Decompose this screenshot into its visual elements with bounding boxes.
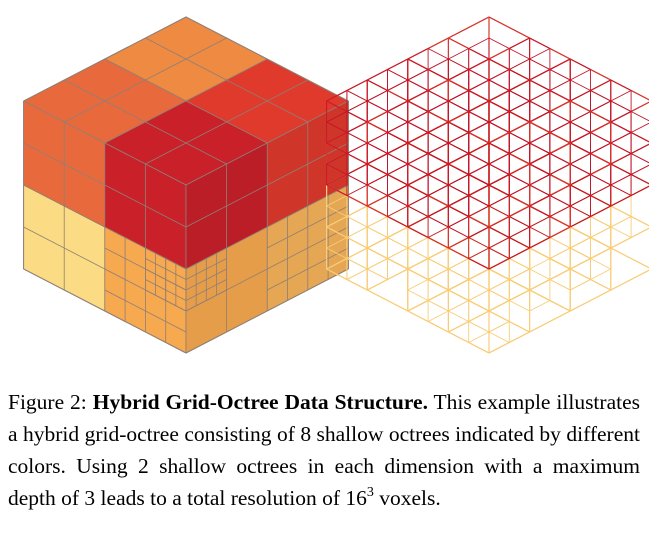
wire-cell (489, 59, 649, 227)
figure-illustration (0, 0, 649, 372)
wire-cell (509, 38, 550, 80)
figure-caption: Figure 2: Hybrid Grid-Octree Data Struct… (8, 386, 640, 514)
solid-octree-cube (24, 17, 349, 353)
wire-cell (570, 164, 649, 248)
figure-svg (0, 0, 649, 372)
caption-exponent: 3 (367, 485, 374, 500)
wire-cell (408, 133, 449, 175)
wire-cell (469, 311, 510, 353)
wire-cell (388, 101, 429, 143)
wire-cell (469, 164, 510, 206)
wireframe-octree-cube (327, 17, 649, 353)
wire-cell (611, 112, 649, 154)
wire-cell (489, 143, 649, 311)
wire-cell (570, 80, 649, 164)
wire-cell (570, 206, 649, 290)
wire-cell (469, 227, 510, 269)
wire-cell (570, 122, 649, 206)
caption-title: Hybrid Grid-Octree Data Structure. (93, 390, 428, 414)
caption-label: Figure 2: (8, 390, 87, 414)
caption-text-end: voxels. (379, 486, 441, 510)
